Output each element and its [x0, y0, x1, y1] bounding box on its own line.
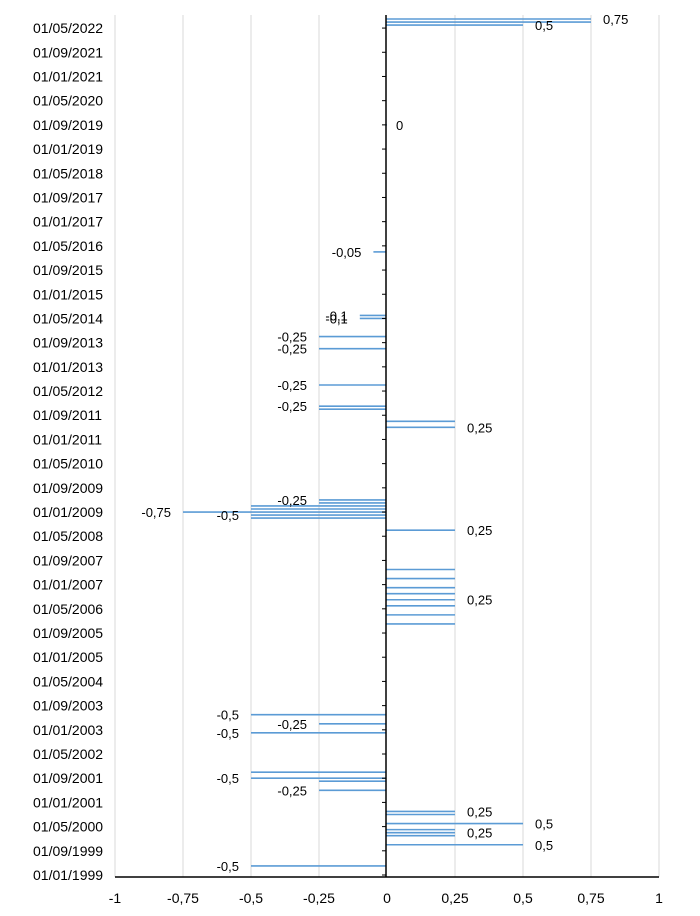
data-label: 0,5: [535, 18, 553, 33]
data-label: 0,25: [467, 593, 492, 608]
y-tick-label: 01/01/2015: [33, 286, 103, 302]
y-tick-label: 01/01/1999: [33, 867, 103, 883]
y-tick-label: 01/09/2011: [33, 407, 102, 423]
data-label: 0,5: [535, 817, 553, 832]
data-label: -0,25: [277, 330, 307, 345]
x-tick-label: 0,75: [577, 890, 604, 906]
y-tick-label: 01/01/2005: [33, 649, 103, 665]
y-tick-label: 01/05/2012: [33, 383, 103, 399]
y-tick-label: 01/09/2007: [33, 552, 103, 568]
y-tick-label: 01/09/2003: [33, 698, 103, 714]
y-tick-label: 01/09/2005: [33, 625, 103, 641]
y-tick-label: 01/05/2018: [33, 165, 103, 181]
y-tick-label: 01/05/2004: [33, 673, 103, 689]
data-label: -0,25: [277, 493, 307, 508]
y-tick-label: 01/09/2001: [33, 770, 103, 786]
data-label: -0,5: [217, 508, 239, 523]
y-tick-label: 01/09/1999: [33, 843, 103, 859]
y-tick-label: 01/09/2015: [33, 262, 103, 278]
y-tick-label: 01/09/2017: [33, 189, 103, 205]
x-tick-label: 0,5: [513, 890, 533, 906]
y-tick-label: 01/01/2019: [33, 141, 103, 157]
y-tick-label: 01/05/2006: [33, 601, 103, 617]
data-label: 0: [396, 118, 403, 133]
data-label: 0,25: [467, 523, 492, 538]
data-label: 0,5: [535, 838, 553, 853]
y-tick-label: 01/05/2016: [33, 238, 103, 254]
x-tick-label: -0,75: [167, 890, 199, 906]
data-label: -0,25: [277, 378, 307, 393]
y-tick-label: 01/01/2021: [33, 68, 103, 84]
y-tick-label: 01/05/2002: [33, 746, 103, 762]
y-tick-label: 01/09/2009: [33, 480, 103, 496]
y-tick-label: 01/05/2008: [33, 528, 103, 544]
data-label: 0,75: [603, 12, 628, 27]
x-tick-label: 0,25: [441, 890, 468, 906]
y-tick-label: 01/01/2013: [33, 359, 103, 375]
y-tick-label: 01/05/2022: [33, 20, 103, 36]
y-tick-label: 01/09/2021: [33, 44, 103, 60]
x-tick-label: 0: [383, 890, 391, 906]
data-label: -0,5: [217, 859, 239, 874]
data-label: -0,25: [277, 342, 307, 357]
bars: [183, 18, 591, 867]
y-tick-label: 01/05/2010: [33, 456, 103, 472]
y-tick-label: 01/09/2019: [33, 117, 103, 133]
y-tick-label: 01/01/2007: [33, 577, 103, 593]
x-tick-label: -0,25: [303, 890, 335, 906]
data-label: -0,25: [277, 717, 307, 732]
data-label: -0,25: [277, 783, 307, 798]
data-label: -0,1: [325, 308, 347, 323]
y-tick-label: 01/05/2014: [33, 310, 103, 326]
data-label: -0,1: [325, 311, 347, 326]
x-tick-label: -0,5: [239, 890, 263, 906]
y-tick-label: 01/09/2013: [33, 335, 103, 351]
x-tick-label: -1: [109, 890, 122, 906]
y-tick-label: 01/01/2017: [33, 214, 103, 230]
data-label: -0,75: [141, 505, 171, 520]
y-tick-labels: 01/05/2022 01/09/2021 01/01/2021 01/05/2020…: [33, 20, 103, 883]
x-tick-label: 1: [655, 890, 663, 906]
data-labels: 0,750,50-0,05-0,1-0,1-0,25-0,25-0,25-0,2…: [141, 12, 628, 874]
x-tick-labels: -1 -0,75 -0,5 -0,25 0 0,25 0,5 0,75 1: [109, 890, 663, 906]
data-label: -0,05: [332, 245, 362, 260]
y-tick-label: 01/05/2000: [33, 819, 103, 835]
y-tick-label: 01/01/2001: [33, 794, 103, 810]
gridlines: [114, 15, 660, 877]
data-label: -0,25: [277, 399, 307, 414]
y-tick-label: 01/01/2009: [33, 504, 103, 520]
data-label: -0,5: [217, 771, 239, 786]
y-tick-label: 01/01/2011: [33, 431, 102, 447]
data-label: 0,25: [467, 420, 492, 435]
data-label: 0,25: [467, 826, 492, 841]
y-tick-label: 01/01/2003: [33, 722, 103, 738]
data-label: -0,5: [217, 708, 239, 723]
axes: [115, 15, 659, 878]
data-label: 0,25: [467, 804, 492, 819]
data-label: -0,5: [217, 726, 239, 741]
y-tick-label: 01/05/2020: [33, 93, 103, 109]
